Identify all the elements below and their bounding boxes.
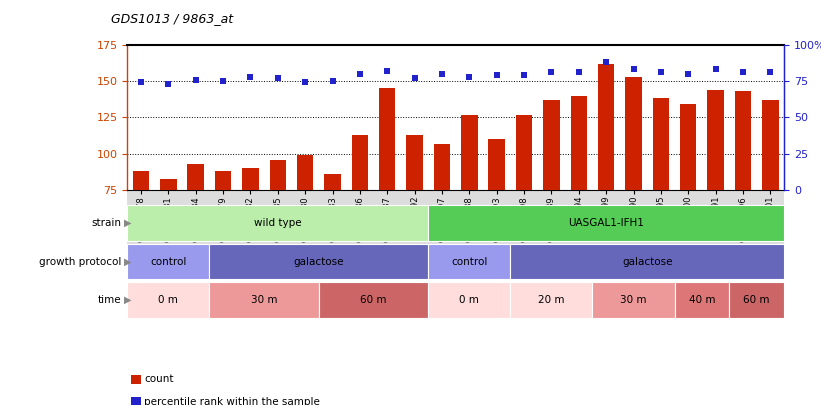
Bar (187, 164, 204, 300)
Text: 60 m: 60 m (744, 295, 770, 305)
Point (599, 59, 612, 65)
Text: GDS1013 / 9863_at: GDS1013 / 9863_at (111, 12, 233, 25)
Point (572, 69, 585, 75)
Text: UASGAL1-IFH1: UASGAL1-IFH1 (568, 218, 644, 228)
Text: wild type: wild type (254, 218, 301, 228)
Bar (242, 168, 259, 300)
Point (709, 66, 722, 72)
Bar (379, 88, 396, 300)
Bar (735, 91, 751, 300)
Bar (653, 98, 669, 300)
Point (764, 69, 777, 75)
Point (681, 70, 695, 77)
Point (162, 81, 175, 87)
Bar (324, 174, 341, 300)
Point (217, 78, 230, 84)
Text: strain: strain (91, 218, 122, 228)
Bar (160, 179, 177, 300)
Bar (571, 96, 587, 300)
Point (353, 70, 366, 77)
Bar (598, 64, 614, 300)
Text: 0 m: 0 m (158, 295, 178, 305)
Text: percentile rank within the sample: percentile rank within the sample (144, 397, 320, 405)
Text: galactose: galactose (622, 257, 672, 266)
Text: 20 m: 20 m (539, 295, 565, 305)
Point (490, 72, 503, 79)
Bar (516, 115, 532, 300)
Bar (133, 171, 149, 300)
Point (517, 72, 530, 79)
Text: 40 m: 40 m (689, 295, 715, 305)
Bar (680, 104, 696, 300)
Text: ▶: ▶ (124, 295, 131, 305)
Point (408, 75, 421, 81)
Point (627, 66, 640, 72)
Point (135, 79, 148, 86)
Text: 60 m: 60 m (360, 295, 387, 305)
Text: ▶: ▶ (124, 257, 131, 266)
Text: ▶: ▶ (124, 218, 131, 228)
Point (189, 76, 202, 83)
Point (271, 75, 284, 81)
Point (244, 73, 257, 80)
Bar (297, 156, 314, 300)
Bar (626, 77, 642, 300)
Bar (544, 100, 560, 300)
Bar (708, 90, 724, 300)
Point (736, 69, 750, 75)
Point (326, 78, 339, 84)
Text: count: count (144, 375, 174, 384)
Bar (461, 115, 478, 300)
Text: 0 m: 0 m (460, 295, 479, 305)
Text: 30 m: 30 m (621, 295, 647, 305)
Text: control: control (150, 257, 186, 266)
Bar (269, 160, 286, 300)
Bar (215, 171, 232, 300)
Text: 30 m: 30 m (251, 295, 277, 305)
Point (381, 68, 394, 74)
Text: time: time (98, 295, 122, 305)
Text: control: control (452, 257, 488, 266)
Bar (433, 144, 450, 300)
Bar (351, 135, 368, 300)
Bar (488, 139, 505, 300)
Point (299, 79, 312, 86)
Point (463, 73, 476, 80)
Bar (406, 135, 423, 300)
Text: growth protocol: growth protocol (39, 257, 122, 266)
Bar (762, 100, 778, 300)
Point (435, 70, 448, 77)
Point (654, 69, 667, 75)
Text: galactose: galactose (294, 257, 344, 266)
Point (545, 69, 558, 75)
